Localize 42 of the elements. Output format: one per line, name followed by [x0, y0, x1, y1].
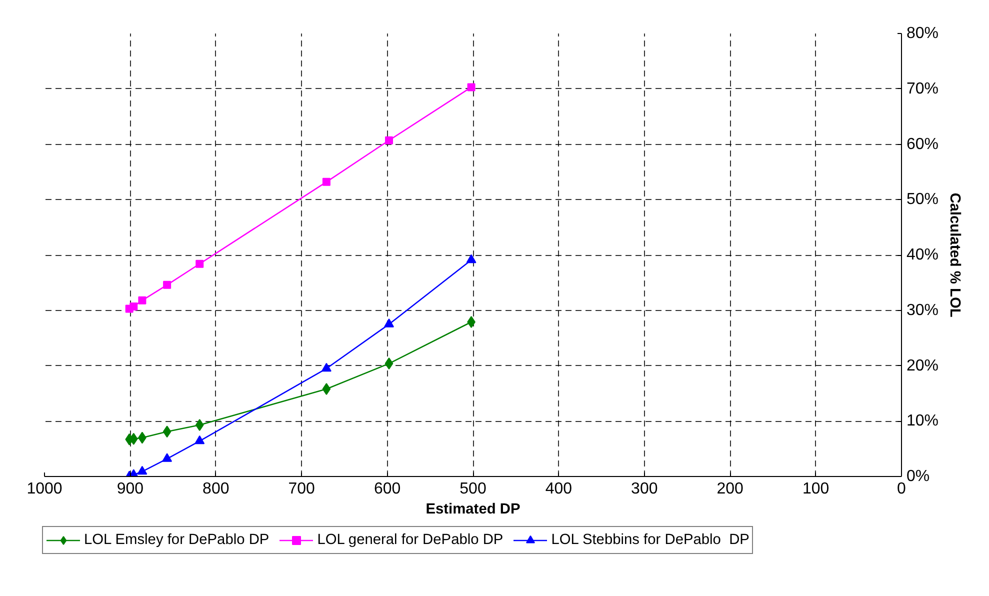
point — [130, 302, 138, 310]
x-tick-label: 600 — [374, 480, 401, 498]
x-tick-label: 500 — [460, 480, 486, 498]
y-tick-label: 40% — [906, 246, 939, 264]
point — [384, 318, 394, 328]
legend-label: LOL Stebbins for DePablo DP — [551, 532, 750, 548]
point — [322, 178, 330, 186]
legend-label: LOL Emsley for DePablo DP — [84, 532, 270, 548]
x-tick-label: 200 — [716, 480, 744, 498]
legend-label: LOL general for DePablo DP — [317, 532, 504, 548]
point — [194, 435, 205, 444]
x-tick-label: 900 — [116, 480, 144, 498]
y-axis-title: Calculated % LOL — [946, 192, 963, 318]
y-tick-label: 80% — [906, 25, 939, 42]
x-tick-label: 400 — [545, 480, 572, 498]
y-tick-label: 0% — [906, 468, 930, 485]
x-tick-label: 300 — [631, 480, 658, 498]
point — [138, 296, 146, 304]
y-tick-label: 20% — [906, 357, 939, 374]
point — [384, 358, 394, 370]
point — [322, 383, 331, 396]
point — [321, 362, 332, 372]
x-axis-title: Estimated DP — [426, 502, 520, 518]
x-tick-label: 0 — [897, 480, 906, 498]
y-tick-label: 50% — [906, 191, 939, 208]
point — [162, 453, 172, 462]
point — [466, 254, 476, 264]
point — [196, 260, 204, 268]
point — [162, 426, 172, 438]
point — [195, 419, 204, 431]
y-tick-label: 10% — [906, 412, 939, 430]
x-tick-label: 800 — [202, 480, 230, 498]
point — [385, 136, 394, 144]
y-tick-label: 70% — [906, 80, 939, 98]
y-tick-label: 60% — [906, 136, 939, 153]
x-tick-label: 700 — [288, 480, 316, 498]
x-tick-label: 1000 — [26, 480, 62, 498]
x-tick-label: 100 — [802, 480, 830, 498]
point — [467, 83, 476, 92]
y-tick-label: 30% — [906, 302, 939, 319]
point — [163, 280, 172, 289]
point — [137, 466, 148, 475]
